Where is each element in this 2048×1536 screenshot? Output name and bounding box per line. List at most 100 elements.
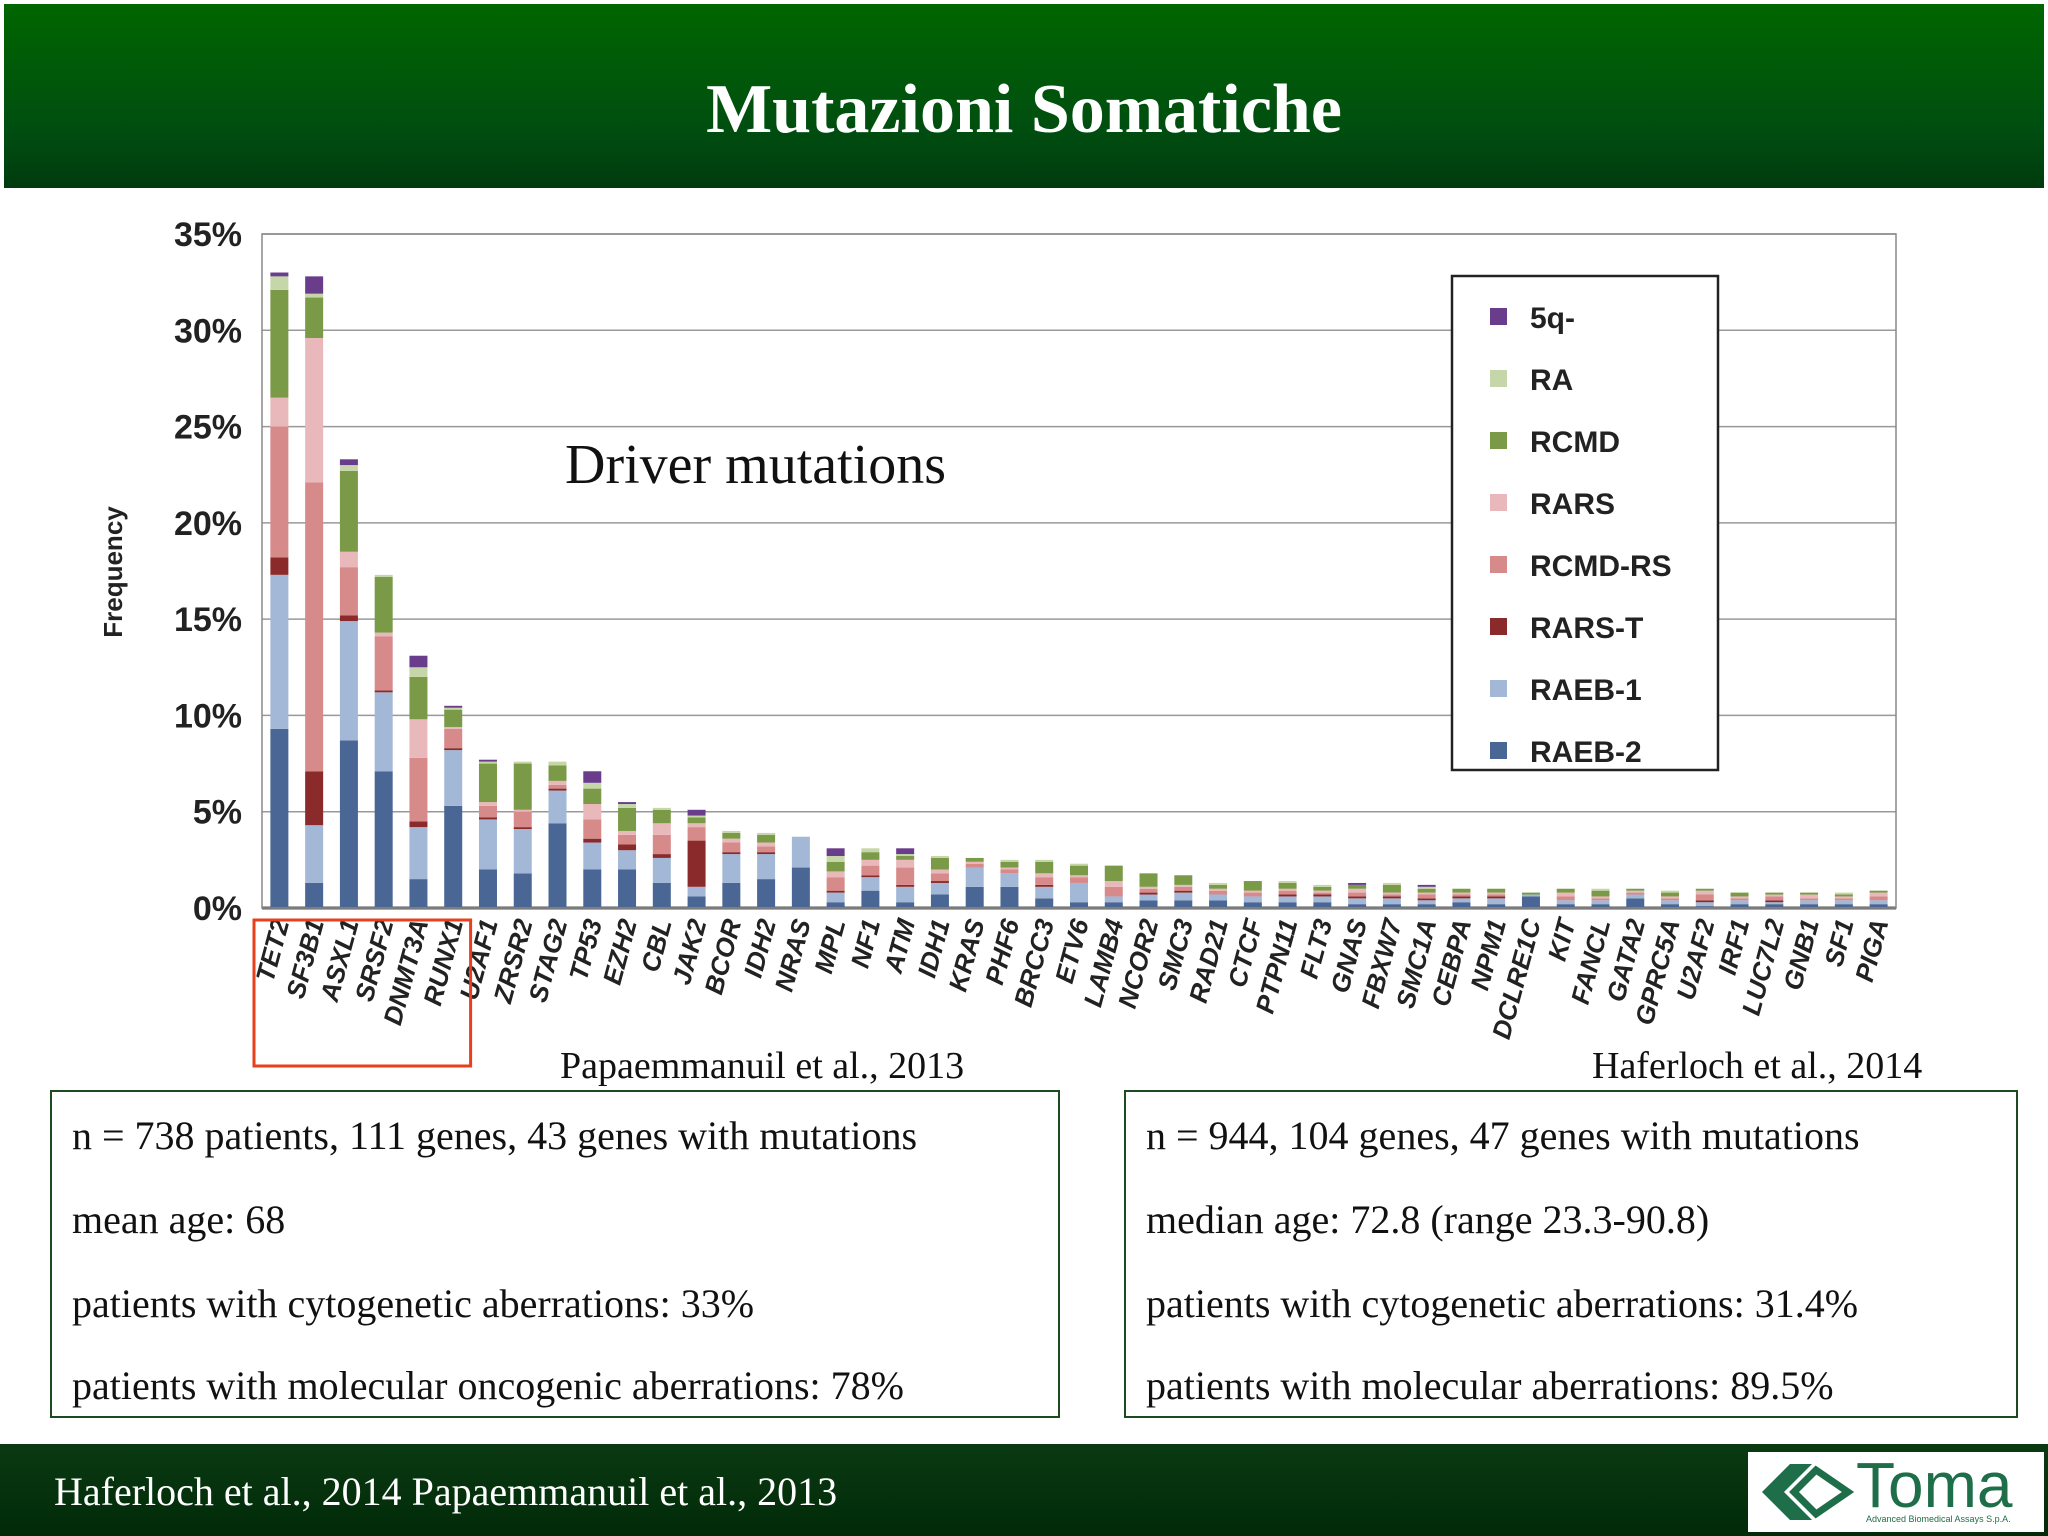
legend-label: 5q-	[1530, 302, 1575, 335]
bar-segment	[1626, 894, 1645, 899]
bar-segment	[687, 815, 706, 818]
bar-segment	[548, 823, 567, 908]
legend-swatch	[1490, 308, 1507, 325]
bar-segment	[1661, 898, 1680, 901]
bar-segment	[1174, 884, 1193, 887]
bar-segment	[1417, 900, 1436, 905]
bar-segment	[339, 465, 358, 471]
bar-segment	[1209, 900, 1228, 908]
bar-segment	[1070, 902, 1088, 908]
bar-segment	[1278, 890, 1297, 895]
bar-segment	[1035, 873, 1054, 878]
bar-segment	[930, 894, 949, 908]
bar-segment	[1035, 884, 1054, 887]
legend-label: RCMD-RS	[1530, 550, 1672, 583]
bar-segment	[722, 854, 741, 883]
bar-segment	[1139, 873, 1158, 887]
bar-segment	[1382, 894, 1401, 897]
bar-segment	[896, 859, 915, 868]
bar-segment	[687, 827, 706, 841]
bar-segment	[548, 788, 567, 791]
bar-segment	[1730, 898, 1749, 901]
bar-segment	[1417, 904, 1436, 908]
bar-segment	[687, 823, 706, 828]
bar-segment	[409, 667, 428, 677]
bar-segment	[1487, 898, 1506, 905]
bar-segment	[896, 867, 915, 885]
bar-segment	[374, 576, 393, 633]
bar-segment	[757, 834, 776, 843]
bar-segment	[826, 856, 845, 862]
bar-segment	[861, 890, 880, 908]
bar-segment	[548, 784, 567, 789]
bar-segment	[583, 842, 602, 870]
bar-segment	[687, 840, 706, 887]
bar-segment	[270, 289, 289, 398]
bar-segment	[1695, 888, 1714, 891]
bar-segment	[409, 676, 428, 720]
bar-segment	[1591, 904, 1610, 908]
summary-line: n = 944, 104 genes, 47 genes with mutati…	[1146, 1113, 1860, 1158]
bar-segment	[1000, 861, 1019, 868]
bar-segment	[339, 470, 358, 552]
bar-segment	[1452, 896, 1471, 899]
bar-segment	[1104, 886, 1123, 897]
bar-segment	[1452, 892, 1471, 895]
bar-segment	[896, 854, 915, 857]
bar-segment	[374, 771, 393, 908]
legend-swatch	[1490, 494, 1507, 511]
bar-segment	[513, 763, 532, 810]
bar-segment	[444, 728, 463, 749]
summary-line: patients with molecular aberrations: 89.…	[1146, 1363, 1834, 1408]
bar-segment	[1313, 902, 1332, 908]
bar-segment	[339, 615, 358, 622]
bar-segment	[1382, 892, 1401, 895]
legend-label: RAEB-1	[1530, 674, 1642, 707]
bar-segment	[861, 865, 880, 876]
bar-segment	[826, 871, 845, 878]
bar-segment	[478, 759, 497, 762]
bar-segment	[861, 852, 880, 860]
bar-segment	[339, 740, 358, 908]
bar-segment	[930, 856, 949, 858]
bar-segment	[1661, 896, 1680, 899]
bar-segment	[1070, 863, 1088, 866]
bar-segment	[1139, 894, 1158, 901]
bar-segment	[1417, 892, 1436, 895]
highlight-box	[252, 918, 473, 1068]
bar-segment	[1104, 881, 1123, 887]
bar-segment	[583, 838, 602, 843]
bar-segment	[339, 551, 358, 568]
bar-segment	[1070, 875, 1088, 878]
bar-segment	[478, 805, 497, 818]
bar-segment	[1174, 886, 1193, 891]
y-axis-label: Frequency	[98, 506, 128, 638]
bar-segment	[930, 857, 949, 870]
bar-segment	[409, 879, 428, 908]
bar-segment	[1382, 898, 1401, 905]
bar-segment	[757, 852, 776, 855]
bar-segment	[652, 854, 671, 858]
bar-segment	[374, 574, 393, 577]
bar-segment	[1417, 888, 1436, 893]
bar-segment	[1487, 896, 1506, 899]
bar-segment	[826, 848, 845, 857]
bar-segment	[1834, 898, 1853, 901]
bar-segment	[270, 426, 289, 558]
bar-segment	[409, 719, 428, 758]
bar-segment	[618, 834, 637, 845]
y-tick-label: 10%	[174, 697, 242, 735]
bar-segment	[1035, 859, 1054, 862]
legend-label: RAEB-2	[1530, 736, 1642, 769]
y-axis-ticks: 0% 5% 10% 15% 20% 25% 30% 35%	[174, 216, 242, 928]
bar-segment	[791, 836, 810, 868]
bar-segment	[1243, 890, 1262, 893]
bar-segment	[1661, 900, 1680, 905]
bar-segment	[1174, 892, 1193, 901]
bar-segment	[1348, 884, 1367, 889]
bar-segment	[1348, 892, 1367, 897]
bar-segment	[687, 817, 706, 824]
bar-segment	[305, 297, 324, 338]
bar-segment	[930, 882, 949, 895]
bar-segment	[1209, 894, 1228, 901]
